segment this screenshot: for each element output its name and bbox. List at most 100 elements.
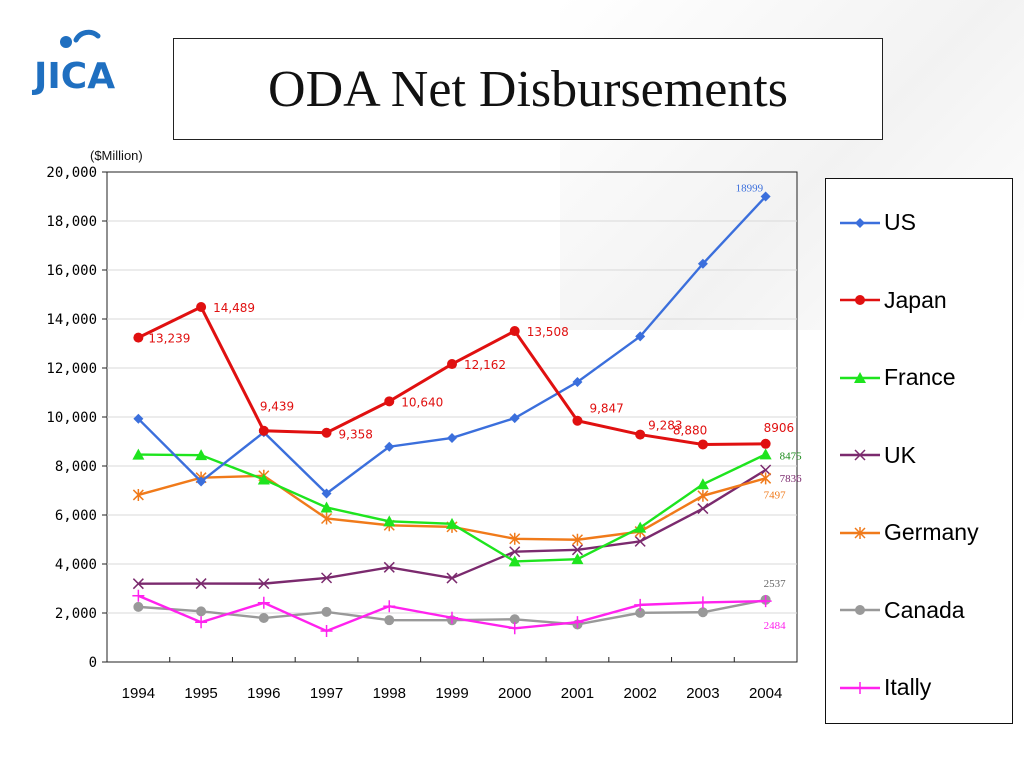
jica-logo: JICA <box>31 29 115 97</box>
data-point-france <box>195 449 208 461</box>
data-point-uk <box>571 544 583 556</box>
data-point-japan <box>509 326 520 337</box>
legend-marker <box>854 449 866 461</box>
data-label-japan: 8,880 <box>673 423 707 437</box>
svg-text:JICA: JICA <box>31 56 115 97</box>
y-tick-label: 12,000 <box>46 361 97 377</box>
data-point-germany <box>321 512 333 525</box>
data-point-itally <box>383 600 396 613</box>
data-label-japan: 9,847 <box>589 402 623 416</box>
y-tick-label: 20,000 <box>46 165 97 181</box>
y-tick-label: 2,000 <box>55 606 97 622</box>
y-tick-label: 16,000 <box>46 263 97 279</box>
data-point-canada <box>509 614 520 625</box>
y-tick-label: 14,000 <box>46 312 97 328</box>
legend-label: US <box>884 209 916 235</box>
legend-item-uk: UK <box>838 442 916 469</box>
data-point-france <box>132 448 145 460</box>
title-box: ODA Net Disbursements <box>173 38 883 140</box>
data-point-itally <box>634 598 647 611</box>
data-label-uk: 7836 <box>780 473 803 485</box>
series-line-france <box>138 453 767 563</box>
data-label-japan: 14,489 <box>213 301 255 315</box>
legend-item-germany: Germany <box>838 519 979 546</box>
data-point-japan <box>760 438 771 449</box>
y-tick-label: 0 <box>89 655 97 671</box>
data-point-japan <box>133 332 144 343</box>
x-tick-label: 2000 <box>498 685 531 702</box>
chart-legend: US Japan France UK Germany Canada Itally <box>825 178 1013 724</box>
x-tick-label: 2004 <box>749 685 782 702</box>
data-point-itally <box>320 624 333 637</box>
data-point-japan <box>572 415 583 426</box>
data-point-france <box>634 521 647 533</box>
data-point-canada <box>196 606 207 617</box>
data-point-japan <box>384 396 395 407</box>
data-label-japan: 13,508 <box>527 325 569 339</box>
data-point-itally <box>195 616 208 629</box>
x-tick-label: 2002 <box>623 685 656 702</box>
legend-swatch-us <box>840 217 880 228</box>
x-tick-label: 1997 <box>310 685 343 702</box>
data-point-france <box>759 448 772 460</box>
data-point-japan <box>258 425 269 436</box>
data-point-canada <box>384 615 395 626</box>
data-point-canada <box>133 601 144 612</box>
data-label-japan: 13,239 <box>148 332 190 346</box>
data-point-france <box>320 501 333 513</box>
data-label-itally: 2484 <box>764 620 787 632</box>
data-point-us <box>635 331 646 342</box>
data-point-france <box>383 515 396 527</box>
data-point-us <box>447 432 457 443</box>
legend-swatch-france <box>840 371 880 383</box>
data-point-canada <box>697 607 708 618</box>
data-point-germany <box>697 489 709 502</box>
legend-item-france: France <box>838 364 956 391</box>
data-point-us <box>384 441 395 452</box>
legend-swatch-germany <box>840 526 880 539</box>
legend-swatch-uk <box>840 449 880 461</box>
data-point-uk <box>258 578 270 590</box>
data-point-us <box>697 258 708 269</box>
legend-label: Germany <box>884 519 979 545</box>
data-point-uk <box>697 503 709 515</box>
series-line-us <box>137 195 767 496</box>
data-point-us <box>760 191 771 202</box>
data-point-japan <box>447 359 457 370</box>
data-point-uk <box>132 578 144 590</box>
legend-label: France <box>884 364 956 390</box>
data-point-uk <box>446 572 458 584</box>
legend-swatch-canada <box>840 605 880 615</box>
data-point-germany <box>509 532 521 545</box>
y-tick-label: 6,000 <box>55 508 97 524</box>
data-label-japan: 9,358 <box>339 428 373 442</box>
data-point-us <box>572 376 583 387</box>
data-point-uk <box>760 464 772 476</box>
data-point-us <box>321 488 332 499</box>
data-point-france <box>696 478 709 490</box>
y-tick-label: 10,000 <box>46 410 97 426</box>
data-point-itally <box>696 596 709 609</box>
x-tick-label: 2001 <box>561 685 594 702</box>
x-tick-label: 1995 <box>184 685 217 702</box>
data-point-france <box>571 553 584 565</box>
data-point-us <box>509 413 520 424</box>
data-point-itally <box>446 611 458 624</box>
data-label-japan: 12,162 <box>464 358 506 372</box>
chart-title: ODA Net Disbursements <box>268 60 788 118</box>
data-point-us <box>133 413 144 424</box>
x-tick-label: 2003 <box>686 685 719 702</box>
data-label-japan: 9,439 <box>260 400 294 414</box>
legend-label: UK <box>884 441 916 468</box>
data-point-itally <box>132 589 145 602</box>
x-tick-label: 1998 <box>373 685 406 702</box>
data-point-france <box>508 555 521 567</box>
data-point-itally <box>508 622 521 635</box>
data-point-france <box>257 473 270 485</box>
legend-swatch-japan <box>840 295 880 305</box>
data-point-germany <box>760 472 772 485</box>
legend-marker <box>855 217 865 228</box>
legend-swatch-itally <box>840 681 880 694</box>
data-label-japan: 9,283 <box>648 419 682 433</box>
